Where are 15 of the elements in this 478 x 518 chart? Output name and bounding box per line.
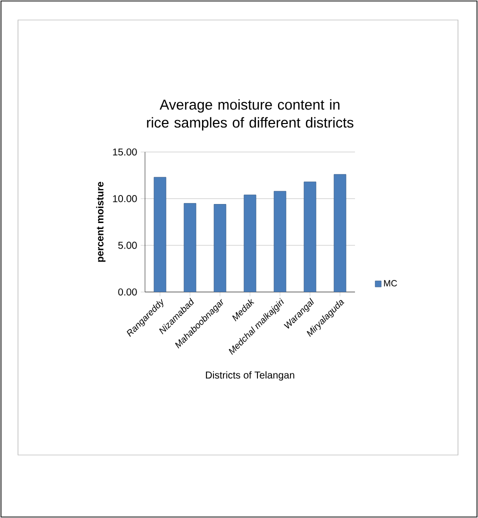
bar: [334, 174, 346, 292]
y-axis-title: percent moisture: [96, 182, 106, 262]
y-tick-label: 0.00: [118, 288, 137, 296]
chart-title: Average moisture content in rice samples of different districts: [147, 99, 354, 131]
bar: [184, 203, 196, 292]
bar: [304, 182, 316, 292]
bar: [154, 176, 166, 292]
bar: [214, 204, 226, 292]
legend-label: MC: [384, 280, 397, 286]
y-tick-label: 5.00: [118, 242, 137, 249]
x-axis-title: Districts of Telangan: [206, 371, 294, 381]
y-tick-label: 15.00: [113, 148, 137, 156]
bar: [274, 190, 286, 292]
bar: [244, 194, 256, 292]
y-tick-label: 10.00: [113, 195, 137, 202]
